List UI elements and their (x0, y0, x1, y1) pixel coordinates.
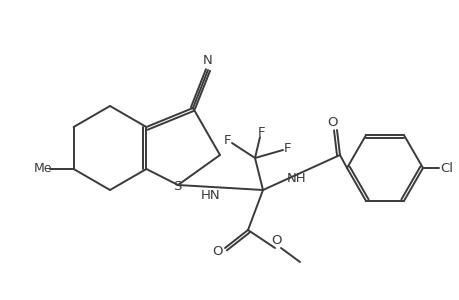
Text: F: F (224, 134, 231, 147)
Text: O: O (327, 116, 337, 130)
Text: F: F (257, 126, 264, 139)
Text: N: N (203, 53, 213, 67)
Text: S: S (173, 179, 181, 193)
Text: F: F (284, 142, 291, 155)
Text: Me: Me (34, 163, 52, 176)
Text: O: O (212, 245, 223, 259)
Text: O: O (271, 235, 282, 248)
Text: NH: NH (286, 172, 306, 185)
Text: HN: HN (200, 189, 220, 202)
Text: Cl: Cl (440, 161, 453, 175)
